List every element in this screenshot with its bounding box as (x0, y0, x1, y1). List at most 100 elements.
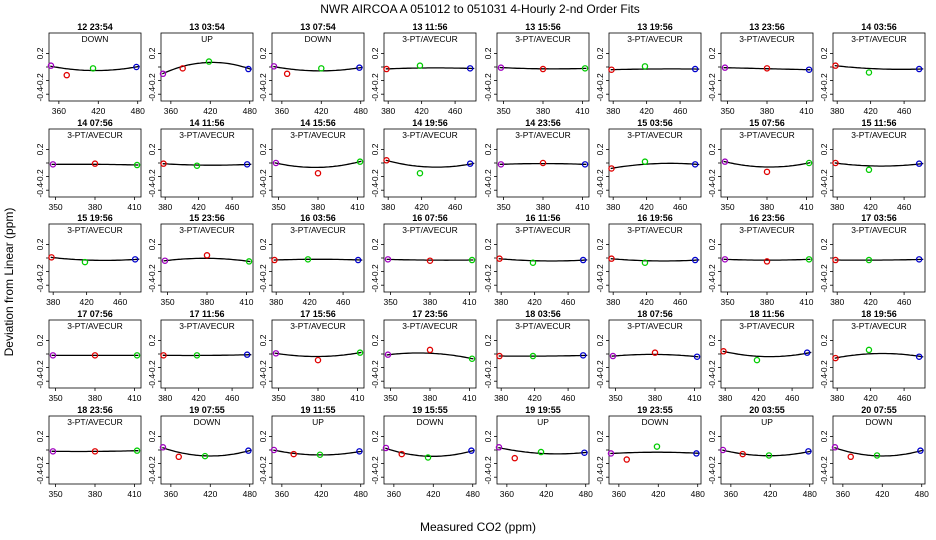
data-point (354, 256, 362, 264)
data-point (466, 65, 474, 72)
data-point (691, 65, 699, 73)
panel: 17 03:56 3-PT/AVECUR -0.4-0.2 0.2 380 420 460 (819, 213, 926, 307)
fit-curve (610, 68, 700, 71)
y-tick-label: -0.2 (483, 169, 493, 184)
panel-title: 13 19:56 (637, 22, 673, 32)
panel: 20 07:55 DOWN -0.4-0.2 0.2 360 420 480 (819, 405, 929, 499)
data-point (539, 65, 547, 73)
data-point (917, 447, 924, 454)
x-tick-label: 420 (864, 297, 878, 307)
data-point (803, 349, 811, 356)
panel-title: 19 11:55 (300, 405, 335, 415)
panel: 18 11:56 3-PT/AVECUR -0.4-0.2 0.2 380 420 460 (707, 309, 814, 403)
panel-mode-label: 3-PT/AVECUR (290, 225, 346, 235)
x-tick-label: 410 (127, 202, 141, 212)
y-tick-label: -0.4 (483, 278, 493, 293)
panel-title: 17 11:56 (189, 309, 224, 319)
y-tick-label: -0.4 (147, 87, 157, 102)
panel-title: 17 03:56 (861, 213, 897, 223)
x-tick-label: 380 (381, 202, 395, 212)
data-point (398, 450, 405, 458)
x-tick-label: 420 (752, 393, 766, 403)
panel-mode-label: 3-PT/AVECUR (179, 225, 235, 235)
x-tick-label: 460 (785, 393, 799, 403)
x-tick-label: 460 (897, 106, 911, 116)
panel-mode-label: 3-PT/AVECUR (515, 34, 571, 44)
data-point (579, 352, 587, 359)
x-tick-label: 350 (48, 202, 62, 212)
fit-curve (498, 354, 588, 357)
y-tick-label: -0.2 (707, 360, 717, 375)
panel: 13 23:56 3-PT/AVECUR -0.4-0.2 0.2 350 380 410 (707, 22, 814, 116)
x-tick-label: 460 (113, 297, 127, 307)
fit-curve (834, 258, 924, 261)
data-point (316, 451, 324, 459)
y-tick-label: -0.4 (819, 278, 829, 293)
y-tick-label: 0.2 (370, 238, 380, 250)
data-point (133, 63, 140, 71)
panel-mode-label: 3-PT/AVECUR (739, 321, 795, 331)
y-tick-label: -0.4 (595, 278, 605, 293)
x-tick-label: 410 (350, 393, 364, 403)
y-tick-label: -0.4 (819, 87, 829, 102)
panel-mode-label: 3-PT/AVECUR (851, 130, 907, 140)
y-tick-label: -0.2 (370, 169, 380, 184)
y-tick-label: -0.2 (483, 456, 493, 471)
x-tick-label: 380 (158, 393, 172, 403)
data-point (539, 159, 547, 167)
x-tick-label: 460 (225, 202, 239, 212)
x-tick-label: 420 (203, 489, 217, 499)
panel-title: 15 11:56 (861, 118, 896, 128)
y-tick-label: -0.4 (147, 278, 157, 293)
x-tick-label: 410 (799, 297, 813, 307)
x-tick-label: 360 (275, 489, 289, 499)
data-point (270, 446, 278, 454)
fit-curve (51, 163, 139, 166)
x-tick-label: 460 (673, 297, 687, 307)
fit-curve (611, 353, 699, 358)
y-tick-label: -0.4 (595, 183, 605, 198)
y-tick-label: -0.2 (147, 360, 157, 375)
panel-mode-label: 3-PT/AVECUR (402, 34, 458, 44)
panel: 15 03:56 3-PT/AVECUR -0.4-0.2 0.2 380 420 460 (595, 118, 702, 212)
y-tick-label: -0.2 (258, 456, 268, 471)
data-point (466, 160, 474, 167)
data-point (753, 356, 761, 364)
data-point (581, 449, 588, 456)
panel-mode-label: 3-PT/AVECUR (402, 321, 458, 331)
panel: 15 11:56 3-PT/AVECUR -0.4-0.2 0.2 380 420 460 (819, 118, 926, 212)
y-tick-label: -0.4 (819, 183, 829, 198)
panel: 14 11:56 3-PT/AVECUR -0.4-0.2 0.2 380 420 460 (147, 118, 254, 212)
y-tick-label: -0.2 (35, 456, 45, 471)
data-point (805, 256, 813, 263)
panel-title: 15 07:56 (749, 118, 785, 128)
panel: 16 03:56 3-PT/AVECUR -0.4-0.2 0.2 380 420 460 (258, 213, 365, 307)
data-point (193, 352, 201, 359)
y-tick-label: -0.2 (35, 169, 45, 184)
x-tick-label: 420 (203, 106, 217, 116)
data-point (193, 162, 201, 169)
data-point (133, 352, 141, 359)
data-point (915, 65, 923, 73)
x-tick-label: 410 (799, 106, 813, 116)
panel: 19 07:55 DOWN -0.4-0.2 0.2 360 420 480 (147, 405, 257, 499)
panel-title: 16 11:56 (525, 213, 560, 223)
data-point (179, 65, 186, 72)
y-tick-label: -0.2 (258, 264, 268, 279)
y-tick-label: 0.2 (370, 143, 380, 155)
data-point (805, 66, 813, 73)
data-point (739, 450, 746, 458)
panel: 17 23:56 3-PT/AVECUR -0.4-0.2 0.2 350 380 410 (370, 309, 477, 403)
y-tick-label: -0.2 (370, 456, 380, 471)
data-point (91, 352, 99, 359)
panel: 14 15:56 3-PT/AVECUR -0.4-0.2 0.2 350 380 410 (258, 118, 365, 212)
y-tick-label: -0.2 (707, 264, 717, 279)
x-tick-label: 410 (687, 393, 701, 403)
y-tick-label: 0.2 (707, 47, 717, 59)
data-point (511, 454, 518, 462)
x-tick-label: 480 (803, 489, 817, 499)
x-tick-label: 380 (269, 297, 283, 307)
fit-curve (273, 65, 363, 72)
data-point (720, 348, 727, 355)
